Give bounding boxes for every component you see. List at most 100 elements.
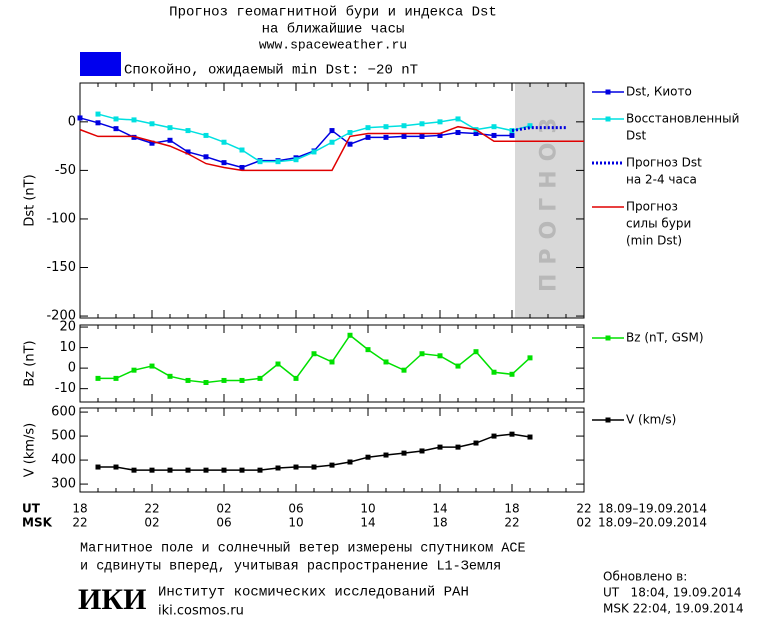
point bbox=[473, 130, 479, 136]
legend-label: Восстановленный bbox=[626, 112, 739, 126]
y-tick-label: -150 bbox=[46, 260, 76, 275]
point bbox=[167, 373, 173, 379]
x-tick-label: 18 bbox=[72, 502, 87, 516]
legend-marker bbox=[605, 89, 611, 95]
point bbox=[131, 467, 137, 473]
series-line bbox=[511, 126, 566, 133]
legend-label: Bz (nT, GSM) bbox=[626, 331, 704, 345]
x-tick-label-msk: 14 bbox=[360, 516, 375, 530]
point bbox=[311, 351, 317, 357]
point bbox=[95, 464, 101, 470]
point bbox=[329, 462, 335, 468]
point bbox=[113, 375, 119, 381]
x-tick-label-msk: 02 bbox=[576, 516, 591, 530]
point bbox=[509, 371, 515, 377]
point bbox=[527, 355, 533, 361]
point bbox=[203, 132, 209, 138]
status-box bbox=[80, 52, 121, 76]
point bbox=[455, 116, 461, 122]
point bbox=[311, 464, 317, 470]
point bbox=[185, 128, 191, 134]
point bbox=[113, 464, 119, 470]
point bbox=[149, 363, 155, 369]
point bbox=[347, 459, 353, 465]
x-tick-label-msk: 18 bbox=[432, 516, 447, 530]
y-tick-label: 300 bbox=[51, 477, 76, 492]
point bbox=[95, 111, 101, 117]
x-tick-label: 18 bbox=[504, 502, 519, 516]
point bbox=[383, 134, 389, 140]
x-tick-label-msk: 02 bbox=[144, 516, 159, 530]
point bbox=[365, 125, 371, 131]
note-line: Магнитное поле и солнечный ветер измерен… bbox=[80, 542, 526, 557]
point bbox=[491, 124, 497, 130]
point bbox=[419, 133, 425, 139]
point bbox=[491, 132, 497, 138]
legend-label: Прогноз bbox=[626, 200, 678, 214]
y-tick-label: 10 bbox=[59, 340, 76, 355]
legend-label: (min Dst) bbox=[626, 234, 682, 248]
point bbox=[239, 377, 245, 383]
point bbox=[149, 121, 155, 127]
y-tick-label: 500 bbox=[51, 429, 76, 444]
y-tick-label: -200 bbox=[46, 309, 76, 324]
point bbox=[95, 120, 101, 126]
point bbox=[347, 130, 353, 136]
point bbox=[275, 361, 281, 367]
point bbox=[365, 454, 371, 460]
point bbox=[491, 433, 497, 439]
series-line bbox=[79, 125, 584, 172]
point bbox=[401, 133, 407, 139]
legend-marker bbox=[605, 335, 611, 341]
ut-label: UT bbox=[22, 502, 41, 516]
point bbox=[383, 124, 389, 130]
status-text: Спокойно, ожидаемый min Dst: −20 nT bbox=[124, 62, 418, 79]
ut-range: 18.09–19.09.2014 bbox=[598, 502, 707, 516]
x-tick-label: 14 bbox=[432, 502, 447, 516]
updated-msk: MSK 22:04, 19.09.2014 bbox=[603, 602, 744, 616]
legend-label: на 2-4 часа bbox=[626, 173, 697, 187]
point bbox=[419, 121, 425, 127]
legend-label: Dst bbox=[626, 129, 646, 143]
y-tick-label: 400 bbox=[51, 453, 76, 468]
note-line: и сдвинуты вперед, учитывая распростране… bbox=[80, 560, 501, 575]
point bbox=[455, 444, 461, 450]
site: iki.cosmos.ru bbox=[158, 604, 244, 619]
y-tick-label: -10 bbox=[55, 381, 76, 396]
point bbox=[167, 137, 173, 143]
x-tick-label-msk: 10 bbox=[288, 516, 303, 530]
x-tick-label: 06 bbox=[288, 502, 303, 516]
point bbox=[437, 353, 443, 359]
institute: Институт космических исследований РАН bbox=[158, 584, 469, 601]
point bbox=[491, 369, 497, 375]
point bbox=[473, 349, 479, 355]
updated-ut: UT 18:04, 19.09.2014 bbox=[603, 586, 741, 600]
point bbox=[347, 332, 353, 338]
point bbox=[221, 139, 227, 145]
msk-label: MSK bbox=[22, 516, 53, 530]
y-tick-label: 600 bbox=[51, 405, 76, 420]
point bbox=[329, 139, 335, 145]
point bbox=[383, 452, 389, 458]
point bbox=[329, 128, 335, 134]
x-tick-label: 22 bbox=[576, 502, 591, 516]
point bbox=[365, 347, 371, 353]
point bbox=[167, 467, 173, 473]
x-tick-label-msk: 06 bbox=[216, 516, 231, 530]
legend-label: Прогноз Dst bbox=[626, 156, 702, 170]
point bbox=[527, 123, 533, 129]
point bbox=[203, 379, 209, 385]
point bbox=[329, 359, 335, 365]
y-tick-label: 20 bbox=[59, 320, 76, 335]
point bbox=[527, 434, 533, 440]
point bbox=[509, 431, 515, 437]
x-tick-label: 10 bbox=[360, 502, 375, 516]
x-tick-label-msk: 22 bbox=[504, 516, 519, 530]
y-tick-label: 0 bbox=[68, 114, 76, 129]
point bbox=[131, 367, 137, 373]
point bbox=[221, 160, 227, 166]
title-line: Прогноз геомагнитной бури и индекса Dst bbox=[169, 4, 497, 21]
point bbox=[239, 467, 245, 473]
point bbox=[185, 149, 191, 155]
